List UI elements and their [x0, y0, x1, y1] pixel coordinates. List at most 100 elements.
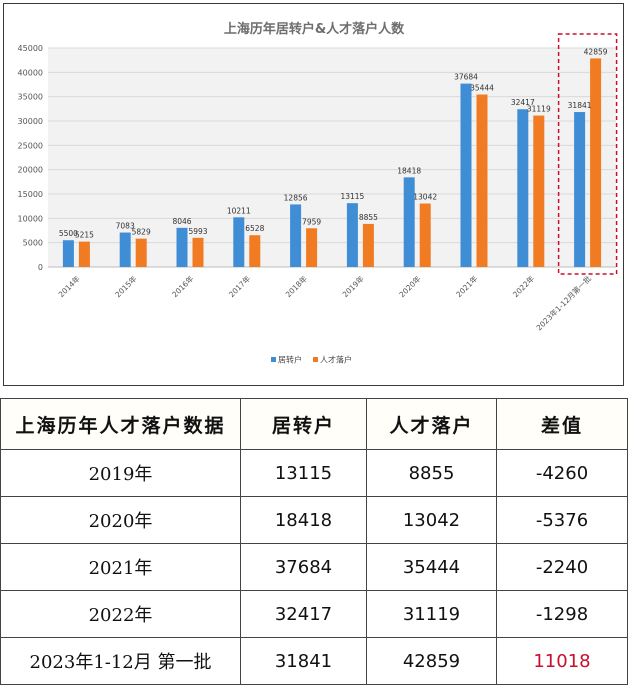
bar-value-label: 31841: [568, 101, 592, 110]
bar: [306, 228, 318, 267]
table-row: 2021年 37684 35444 -2240: [0, 543, 628, 591]
bar: [476, 94, 488, 268]
cell-period: 2022年: [0, 590, 241, 638]
bar-value-label: 12856: [284, 193, 308, 202]
bar: [590, 58, 602, 268]
bar: [78, 241, 90, 267]
y-tick-label: 40000: [18, 68, 43, 77]
bar-value-label: 13042: [413, 193, 437, 202]
bar: [119, 232, 131, 267]
bar-value-label: 5829: [132, 228, 151, 237]
bar: [233, 217, 245, 267]
bars: [62, 58, 602, 268]
header-diff: 差值: [496, 398, 628, 450]
bar: [62, 240, 74, 267]
cell-period: 2019年: [0, 449, 241, 497]
cell-period: 2021年: [0, 543, 241, 591]
bar-value-label: 8855: [359, 213, 378, 222]
x-tick-label: 2017年: [226, 273, 252, 299]
legend-label: 人才落户: [320, 355, 352, 365]
cell-diff: -1298: [496, 590, 628, 638]
header-resident: 居转户: [240, 398, 367, 450]
bar-value-label: 7083: [116, 222, 135, 231]
y-tick-label: 5000: [23, 239, 43, 248]
y-tick-label: 35000: [18, 93, 43, 102]
bar: [249, 235, 261, 267]
bar: [460, 83, 472, 268]
chart-title: 上海历年居转户&人才落户人数: [224, 21, 405, 37]
bar: [419, 203, 431, 267]
cell-resident: 31841: [240, 637, 367, 685]
bar: [362, 223, 374, 267]
y-tick-label: 10000: [18, 214, 43, 223]
x-tick-label: 2015年: [113, 273, 139, 299]
y-tick-label: 15000: [18, 190, 43, 199]
bar-value-label: 13115: [340, 192, 364, 201]
bar-value-label: 32417: [511, 98, 535, 107]
bar-chart: 0 5000 10000 15000 20000 25000 30000 35000 40000…: [18, 21, 618, 365]
bar: [135, 238, 147, 267]
x-tick-label: 2023年1-12月第一批: [534, 273, 593, 332]
bar: [403, 177, 415, 267]
y-tick-label: 20000: [18, 166, 43, 175]
bar-value-label: 7959: [302, 217, 321, 226]
y-tick-label: 0: [38, 263, 43, 272]
bar-value-label: 8046: [172, 217, 191, 226]
header-period: 上海历年人才落户数据: [0, 398, 241, 450]
bar-value-label: 31119: [527, 105, 551, 114]
bar-value-label: 5500: [59, 229, 78, 238]
bar-value-label: 5993: [188, 227, 207, 236]
x-tick-label: 2020年: [397, 273, 423, 299]
cell-resident: 37684: [240, 543, 367, 591]
highlight-box: [557, 33, 618, 275]
table-row: 2023年1-12月 第一批 31841 42859 11018: [0, 637, 628, 685]
cell-talent: 13042: [366, 496, 497, 544]
table-row: 2022年 32417 31119 -1298: [0, 590, 628, 638]
data-table: 上海历年人才落户数据 居转户 人才落户 差值 2019年 13115 8855 …: [0, 398, 628, 685]
bar-value-label: 10211: [227, 206, 251, 215]
legend-swatch: [313, 357, 318, 362]
cell-resident: 32417: [240, 590, 367, 638]
y-tick-label: 45000: [18, 44, 43, 53]
header-talent: 人才落户: [366, 398, 497, 450]
y-tick-label: 25000: [18, 141, 43, 150]
x-tick-label: 2022年: [510, 273, 536, 299]
legend-label: 居转户: [278, 355, 302, 365]
x-tick-label: 2021年: [454, 273, 480, 299]
bar: [192, 237, 204, 267]
x-tick-label: 2019年: [340, 273, 366, 299]
cell-diff: -2240: [496, 543, 628, 591]
x-axis-tick-labels: 2014年 2015年 2016年 2017年 2018年 2019年 2020年 2021年…: [56, 273, 593, 332]
cell-diff: -4260: [496, 449, 628, 497]
cell-resident: 18418: [240, 496, 367, 544]
bar: [176, 227, 188, 267]
bar-value-label: 5215: [75, 231, 94, 240]
bar: [517, 109, 529, 267]
x-tick-label: 2018年: [283, 273, 309, 299]
cell-period: 2023年1-12月 第一批: [0, 637, 241, 685]
table-row: 2019年 13115 8855 -4260: [0, 449, 628, 497]
cell-diff: 11018: [496, 637, 628, 685]
cell-diff: -5376: [496, 496, 628, 544]
legend-swatch: [271, 357, 276, 362]
y-tick-label: 30000: [18, 117, 43, 126]
cell-talent: 35444: [366, 543, 497, 591]
bar-value-label: 18418: [397, 166, 421, 175]
legend: 居转户 人才落户: [271, 355, 352, 365]
table-row: 2020年 18418 13042 -5376: [0, 496, 628, 544]
bar: [346, 203, 358, 267]
bar: [574, 112, 586, 267]
chart-panel: 0 5000 10000 15000 20000 25000 30000 35000 40000…: [3, 3, 624, 386]
cell-resident: 13115: [240, 449, 367, 497]
bar: [533, 115, 545, 267]
cell-period: 2020年: [0, 496, 241, 544]
bar-value-label: 35444: [470, 84, 494, 93]
cell-talent: 31119: [366, 590, 497, 638]
cell-talent: 8855: [366, 449, 497, 497]
bar-value-label: 37684: [454, 73, 478, 82]
y-axis-tick-labels: 0 5000 10000 15000 20000 25000 30000 35000 40000…: [18, 44, 43, 272]
table-header-row: 上海历年人才落户数据 居转户 人才落户 差值: [0, 398, 628, 450]
cell-talent: 42859: [366, 637, 497, 685]
bar-value-label: 42859: [584, 47, 608, 56]
